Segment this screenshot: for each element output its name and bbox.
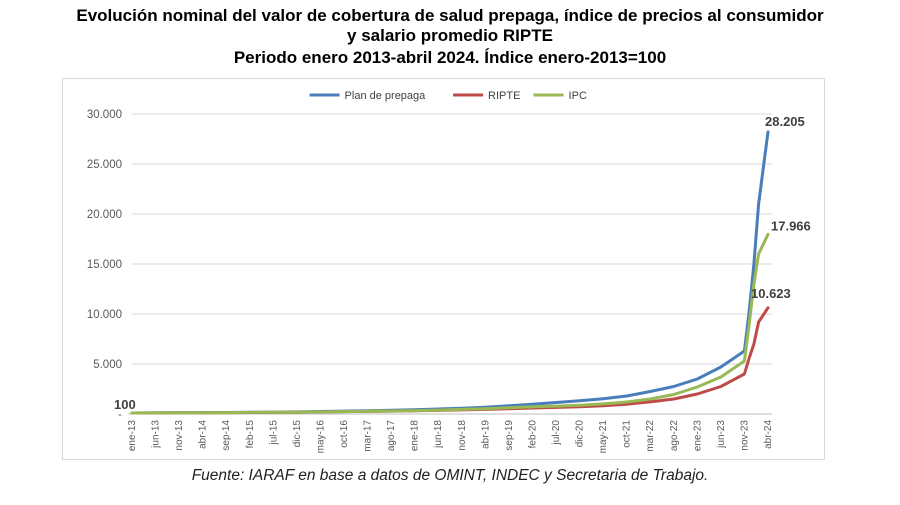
y-tick-label: 15.000: [87, 259, 122, 271]
y-tick-label: 10.000: [87, 309, 122, 321]
x-tick-label: may-21: [598, 420, 609, 454]
legend-label: IPC: [569, 90, 587, 102]
x-tick-label: ago-17: [386, 420, 397, 452]
x-tick-label: oct-21: [622, 420, 633, 448]
x-tick-label: jul-20: [551, 420, 562, 446]
x-tick-label: ago-22: [669, 420, 680, 452]
x-tick-label: abr-19: [480, 420, 491, 449]
x-tick-label: ene-18: [410, 420, 421, 452]
x-tick-label: dic-20: [575, 420, 586, 448]
x-tick-label: sep-14: [221, 420, 232, 451]
x-tick-label: jul-15: [268, 420, 279, 446]
x-tick-label: abr-24: [763, 420, 774, 449]
x-tick-label: jun-13: [151, 420, 162, 449]
data-label-end: 17.966: [771, 218, 811, 233]
series-line-plan-de-prepaga: [130, 130, 770, 415]
legend-label: RIPTE: [488, 90, 520, 102]
x-tick-label: ene-13: [127, 420, 138, 452]
y-tick-label: 20.000: [87, 209, 122, 221]
x-tick-label: oct-16: [339, 420, 350, 448]
x-tick-label: feb-15: [245, 420, 256, 449]
line-chart: - 5.000 10.000 15.000 20.000 25.000 30.000 ene-…: [87, 90, 811, 454]
series-line-ipc: [130, 232, 770, 415]
series-line-ripte: [130, 306, 770, 415]
x-tick-label: ene-23: [692, 420, 703, 452]
x-tick-label: nov-23: [739, 420, 750, 451]
data-label-end: 28.205: [765, 114, 805, 129]
x-tick-label: abr-14: [198, 420, 209, 449]
x-tick-label: mar-17: [363, 420, 374, 452]
y-tick-label: 30.000: [87, 109, 122, 121]
y-tick-label: -: [118, 409, 122, 421]
chart-subtitle: Periodo enero 2013-abril 2024. Índice en…: [233, 48, 667, 67]
x-tick-label: dic-15: [292, 420, 303, 448]
chart-area: [62, 78, 825, 460]
source-note: Fuente: IARAF en base a datos de OMINT, …: [191, 467, 709, 484]
x-tick-label: may-16: [315, 420, 326, 454]
chart-title-line-2: y salario promedio RIPTE: [347, 26, 553, 45]
data-label-end: 10.623: [751, 286, 791, 301]
x-tick-label: feb-20: [527, 420, 538, 449]
y-tick-label: 25.000: [87, 159, 122, 171]
x-tick-label: jun-18: [433, 420, 444, 449]
data-label-start: 100: [114, 397, 136, 412]
legend-label: Plan de prepaga: [345, 90, 427, 102]
y-tick-label: 5.000: [93, 359, 122, 371]
x-tick-label: sep-19: [504, 420, 515, 451]
x-tick-label: nov-13: [174, 420, 185, 451]
x-tick-label: nov-18: [457, 420, 468, 451]
chart-title-line-1: Evolución nominal del valor de cobertura…: [76, 6, 824, 25]
x-tick-label: jun-23: [716, 420, 727, 449]
x-tick-label: mar-22: [645, 420, 656, 452]
